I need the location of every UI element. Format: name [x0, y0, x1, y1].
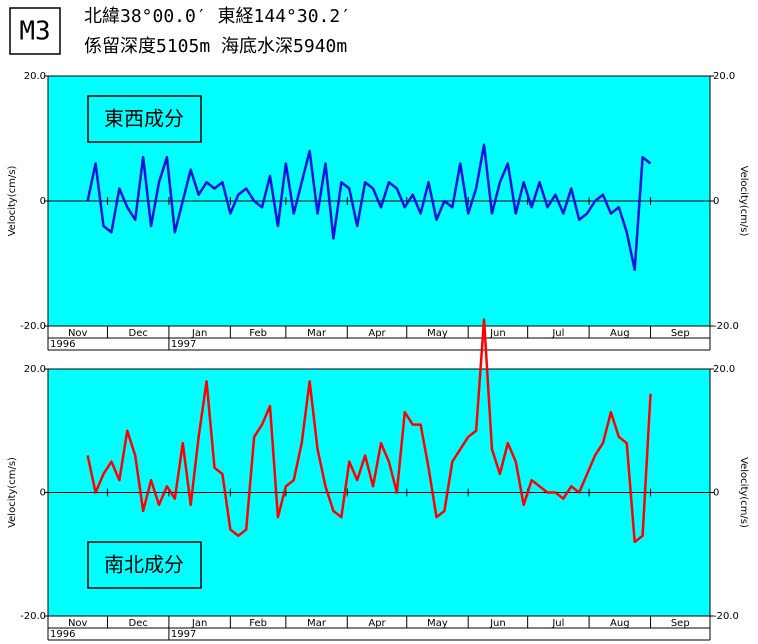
- x-tick-label: Apr: [368, 328, 386, 339]
- y2-tick-label: 20.0: [713, 364, 735, 375]
- y-tick-label: 0: [40, 196, 46, 207]
- year-label: 1996: [50, 339, 75, 350]
- x-tick-label: Dec: [129, 618, 148, 629]
- x-tick-label: Nov: [68, 328, 88, 339]
- x-tick-label: May: [427, 328, 448, 339]
- station: M3: [19, 17, 50, 47]
- station-box: [9, 7, 61, 55]
- y-tick-label: -20.0: [20, 321, 46, 332]
- x-tick-label: Jun: [489, 618, 506, 629]
- x-tick-label: Sep: [671, 328, 690, 339]
- panel-label-box: [87, 541, 202, 589]
- data-line: [86, 143, 652, 271]
- x-tick-label: Jan: [191, 328, 207, 339]
- y-axis-label: Velocity(cm/s): [7, 165, 18, 236]
- x-tick-label: Jul: [551, 618, 564, 629]
- y-axis-label: Velocity(cm/s): [7, 457, 18, 528]
- x-tick-label: May: [427, 618, 448, 629]
- depth: 係留深度5105m 海底水深5940m: [84, 36, 347, 57]
- year-label: 1997: [171, 339, 196, 350]
- y2-tick-label: 0: [713, 488, 719, 499]
- x-tick-label: Aug: [610, 618, 630, 629]
- y2-tick-label: 20.0: [713, 71, 735, 82]
- x-tick-label: Mar: [307, 328, 327, 339]
- x-tick-label: Nov: [68, 618, 88, 629]
- x-tick-label: Feb: [249, 618, 267, 629]
- y-tick-label: 20.0: [24, 364, 46, 375]
- x-tick-label: Jan: [191, 618, 207, 629]
- x-tick-label: Mar: [307, 618, 327, 629]
- year-label: 1996: [50, 629, 75, 640]
- chart-title: 東西成分: [104, 107, 184, 131]
- y-tick-label: -20.0: [20, 611, 46, 622]
- y-tick-label: 0: [40, 488, 46, 499]
- y2-axis-label: Velocity(cm/s): [738, 166, 749, 237]
- position: 北緯38°00.0′ 東経144°30.2′: [84, 6, 351, 27]
- y2-tick-label: -20.0: [713, 321, 739, 332]
- x-tick-label: Jun: [489, 328, 506, 339]
- x-tick-label: Feb: [249, 328, 267, 339]
- panel-label-box: [87, 95, 202, 143]
- year-label: 1997: [171, 629, 196, 640]
- y2-tick-label: 0: [713, 196, 719, 207]
- x-tick-label: Dec: [129, 328, 148, 339]
- x-tick-label: Jul: [551, 328, 564, 339]
- y2-axis-label: Velocity(cm/s): [738, 457, 749, 528]
- y-tick-label: 20.0: [24, 71, 46, 82]
- x-tick-label: Sep: [671, 618, 690, 629]
- data-line: [86, 318, 652, 544]
- x-tick-label: Aug: [610, 328, 630, 339]
- chart-title: 南北成分: [104, 553, 184, 577]
- x-tick-label: Apr: [368, 618, 386, 629]
- y2-tick-label: -20.0: [713, 611, 739, 622]
